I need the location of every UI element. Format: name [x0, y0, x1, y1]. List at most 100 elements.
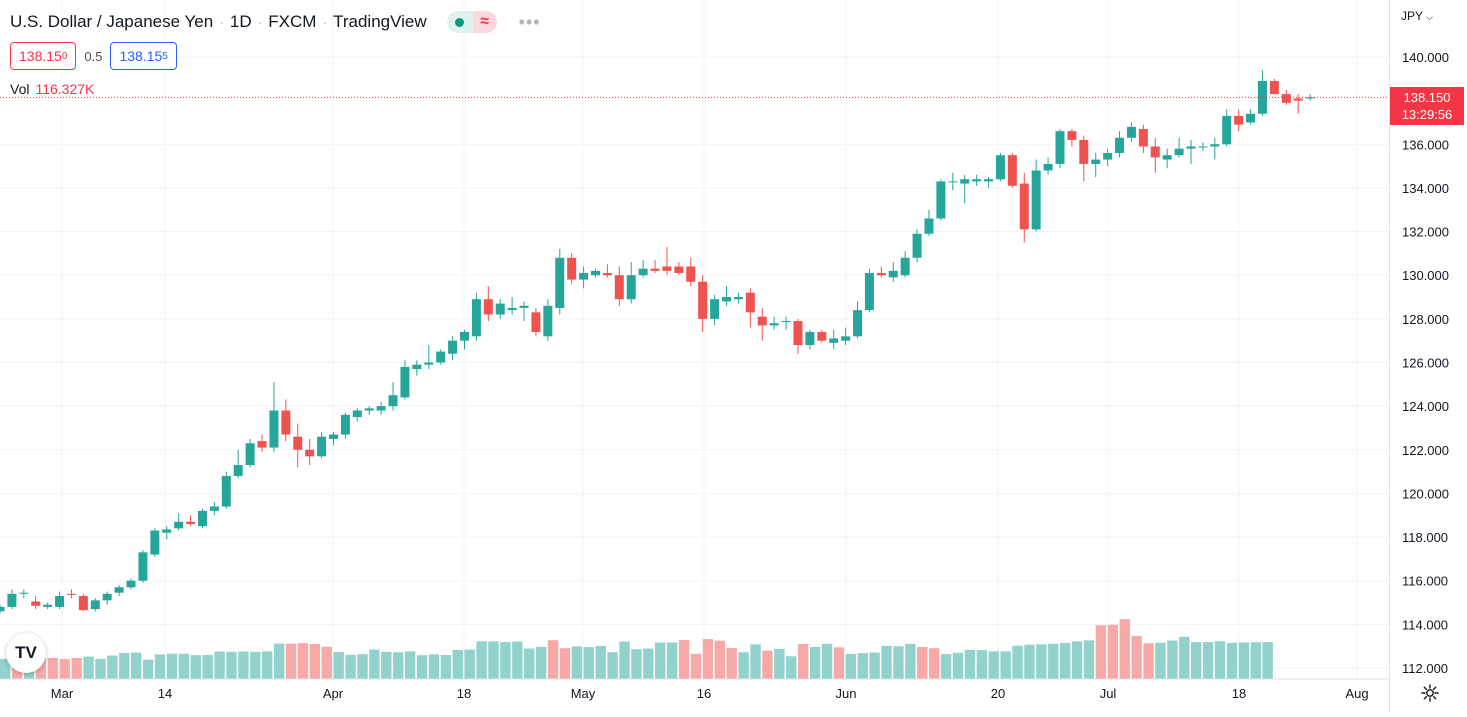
- candle-body: [591, 270, 600, 276]
- volume-bar: [607, 652, 618, 679]
- volume-bar: [833, 647, 845, 679]
- volume-bar: [774, 648, 785, 679]
- volume-bar: [83, 656, 94, 679]
- candle-body: [305, 449, 315, 457]
- candle-body: [0, 606, 5, 612]
- volume-bar: [786, 656, 797, 679]
- market-open-dot-icon: [447, 11, 473, 33]
- candle-body: [174, 521, 184, 529]
- volume-label: Vol: [10, 81, 30, 97]
- volume-bar: [1059, 642, 1071, 679]
- candle-body: [55, 595, 65, 607]
- candle-body: [114, 587, 124, 593]
- buy-button[interactable]: 138.15 5: [110, 42, 177, 70]
- candle-body: [424, 362, 434, 365]
- candle-body: [924, 218, 934, 234]
- candle-body: [400, 366, 410, 398]
- price-tick-label: 118.000: [1402, 530, 1448, 545]
- candle-body: [1234, 115, 1244, 125]
- volume-bar: [416, 655, 428, 679]
- volume-bar: [309, 644, 321, 679]
- volume-bar: [440, 655, 452, 679]
- time-tick-label: Jul: [1100, 686, 1117, 701]
- symbol-name[interactable]: U.S. Dollar / Japanese Yen: [10, 12, 214, 31]
- candle-body: [614, 275, 624, 300]
- interval-label[interactable]: 1D: [229, 12, 252, 31]
- volume-bar: [262, 651, 273, 679]
- time-tick-label: 16: [697, 686, 711, 701]
- volume-value: 116.327K: [35, 81, 95, 97]
- candle-body: [805, 331, 815, 346]
- more-dots-icon[interactable]: •••: [518, 11, 541, 32]
- candle-body: [245, 443, 255, 466]
- candle-body: [352, 410, 362, 418]
- candle-body: [698, 281, 708, 319]
- candle-body: [555, 257, 565, 308]
- volume-bar: [964, 649, 976, 679]
- volume-bar: [1071, 641, 1083, 679]
- price-tick-label: 132.000: [1402, 225, 1449, 240]
- volume-bar: [976, 650, 988, 679]
- time-axis[interactable]: Mar 14 Apr 18 May 16 Jun 20 Jul 18 Aug: [51, 686, 1369, 701]
- candle-body: [78, 595, 88, 611]
- tradingview-logo-icon[interactable]: TV: [6, 633, 46, 673]
- candle-body: [138, 552, 148, 581]
- sell-button[interactable]: 138.15 0: [10, 42, 77, 70]
- candle-body: [674, 266, 684, 274]
- volume-bar: [1131, 635, 1142, 679]
- candle-body: [757, 316, 767, 326]
- time-tick-label: 18: [457, 686, 471, 701]
- volume-bar: [95, 658, 106, 679]
- candle-body: [328, 434, 338, 439]
- volume-bar: [1167, 640, 1178, 679]
- currency-selector[interactable]: JPY ⌵: [1401, 9, 1433, 23]
- candle-body: [1293, 98, 1303, 101]
- volume-bar: [285, 643, 297, 679]
- candle-body: [471, 299, 481, 337]
- buy-price: 138.15: [119, 48, 163, 64]
- volume-bar: [1012, 645, 1023, 679]
- volume-bar: [166, 653, 178, 679]
- time-tick-label: 14: [158, 686, 172, 701]
- data-delay-icon: ≈: [472, 11, 497, 33]
- separator-dot: ·: [257, 14, 263, 30]
- volume-bar: [369, 649, 380, 679]
- volume-bar: [1119, 619, 1130, 679]
- symbol-header[interactable]: U.S. Dollar / Japanese Yen · 1D · FXCM ·…: [10, 6, 541, 38]
- candle-body: [995, 155, 1005, 180]
- candle-body: [1079, 139, 1089, 164]
- spread-value: 0.5: [84, 48, 103, 64]
- volume-legend[interactable]: Vol 116.327K: [10, 81, 94, 97]
- candle-body: [686, 266, 696, 282]
- candle-body: [531, 312, 541, 332]
- price-tick-label: 134.000: [1402, 181, 1449, 196]
- candle-body: [650, 268, 660, 271]
- volume-bar: [107, 655, 118, 679]
- candle-body: [364, 408, 374, 411]
- candle-body: [388, 395, 398, 407]
- volume-bar: [1024, 644, 1035, 679]
- candle-body: [1138, 129, 1148, 147]
- chart-grid: [0, 0, 1389, 679]
- candle-body: [1222, 115, 1232, 145]
- candle-body: [1174, 148, 1184, 156]
- volume-bar: [190, 655, 201, 679]
- price-tick-label: 122.000: [1402, 443, 1449, 458]
- candle-body: [209, 506, 219, 511]
- market-status[interactable]: ≈: [446, 11, 497, 33]
- volume-bar: [524, 648, 535, 679]
- candle-body: [293, 436, 303, 450]
- volume-bar: [559, 648, 571, 679]
- volume-bar: [988, 651, 999, 679]
- volume-bar: [1179, 636, 1190, 679]
- candle-body: [7, 593, 17, 607]
- candle-body: [150, 530, 160, 555]
- volume-bar: [178, 653, 190, 679]
- volume-bar: [643, 648, 654, 679]
- time-tick-label: Apr: [323, 686, 344, 701]
- candle-body: [102, 593, 112, 601]
- gear-icon[interactable]: [1420, 683, 1440, 703]
- volume-bar: [952, 652, 964, 679]
- candle-body: [317, 436, 327, 457]
